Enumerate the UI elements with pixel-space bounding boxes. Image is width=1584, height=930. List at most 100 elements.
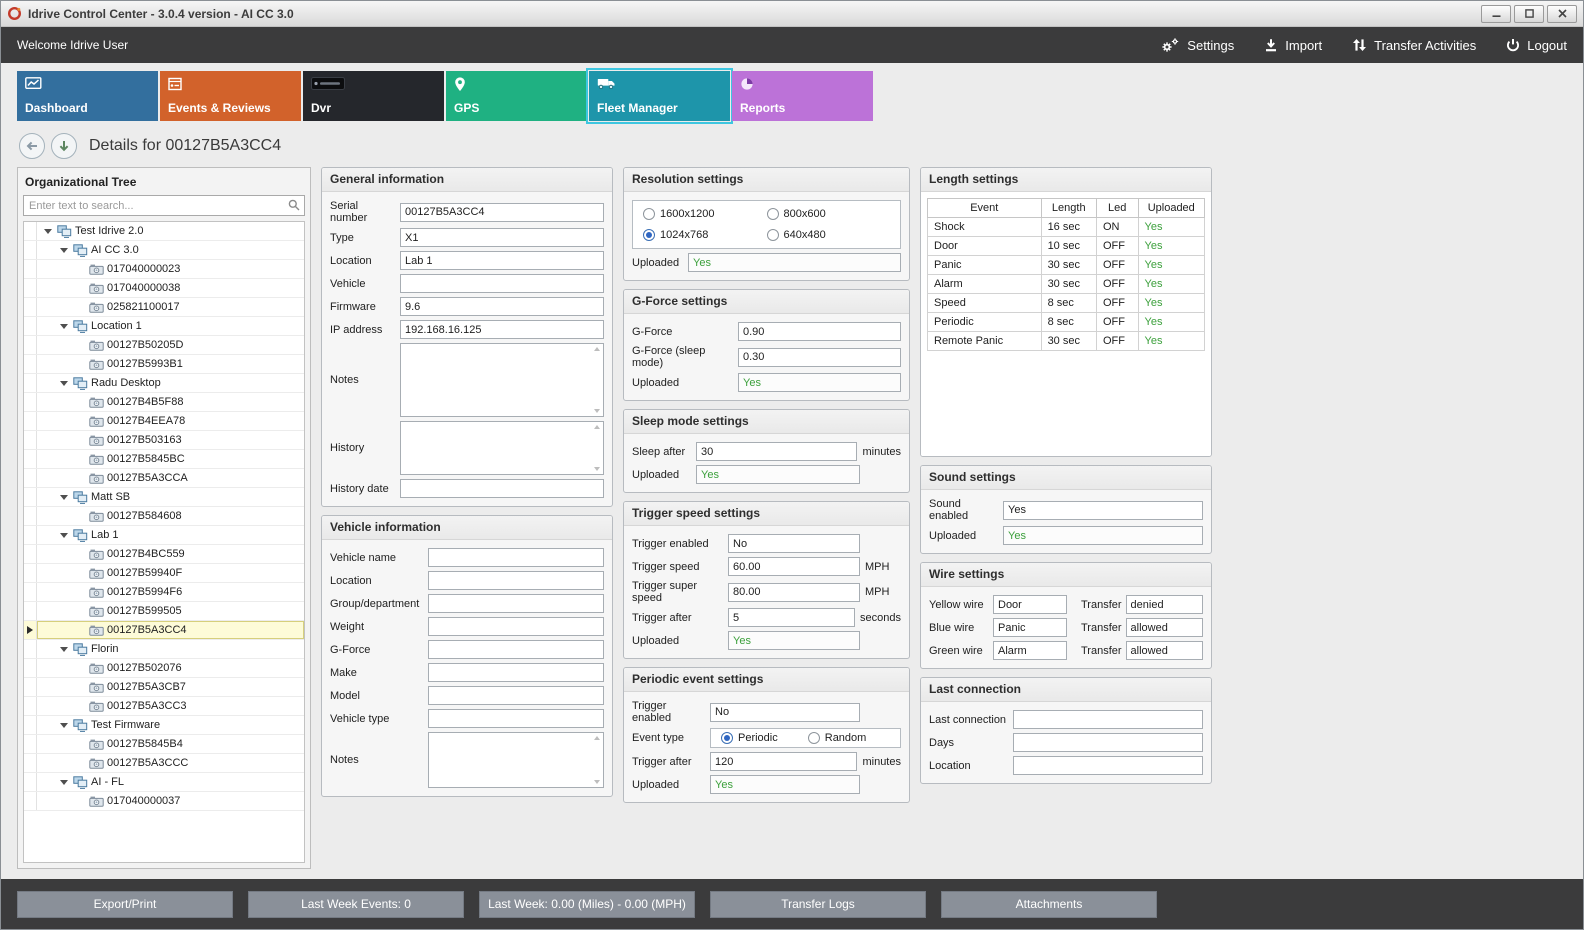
radio-640x480[interactable]	[766, 229, 779, 241]
table-cell[interactable]: ON	[1095, 217, 1139, 237]
tree-node-00127b5994f6[interactable]: 00127B5994F6	[24, 583, 304, 602]
field-serial-number-input[interactable]: 00127B5A3CC4	[400, 202, 604, 222]
expand-arrow-icon[interactable]	[57, 779, 70, 785]
field-vehicle-name-input[interactable]	[428, 548, 604, 567]
tab-fleet-manager[interactable]: Fleet Manager	[586, 68, 733, 124]
table-cell[interactable]: Alarm	[927, 274, 1042, 294]
tree-node-00127b5845b4[interactable]: 00127B5845B4	[24, 735, 304, 754]
radio-option-640x480[interactable]: 640x480	[766, 229, 891, 241]
last-week-miles-button[interactable]: Last Week: 0.00 (Miles) - 0.00 (MPH)	[479, 890, 695, 918]
export-print-button[interactable]: Export/Print	[17, 890, 233, 918]
transfer-activities-button[interactable]: Transfer Activities	[1352, 38, 1476, 53]
radio-random[interactable]	[807, 732, 820, 744]
field-blue-wire-transfer-input[interactable]: allowed	[1125, 618, 1203, 637]
field-g-force-input[interactable]: 0.90	[738, 322, 901, 341]
tree-node-017040000037[interactable]: 017040000037	[24, 792, 304, 811]
table-cell[interactable]: OFF	[1095, 255, 1139, 275]
expand-arrow-icon[interactable]	[57, 247, 70, 253]
field-g-force-input[interactable]	[428, 640, 604, 659]
radio-1600x1200[interactable]	[643, 208, 655, 220]
tree-node-00127b599505[interactable]: 00127B599505	[24, 602, 304, 621]
tab-dashboard[interactable]: Dashboard	[17, 71, 158, 121]
expand-arrow-icon[interactable]	[41, 228, 54, 234]
table-cell[interactable]: Periodic	[927, 312, 1042, 332]
field-uploaded-input[interactable]: Yes	[1003, 526, 1203, 545]
tree-node-test-idrive-2-0[interactable]: Test Idrive 2.0	[24, 222, 304, 241]
tree-node-025821100017[interactable]: 025821100017	[24, 298, 304, 317]
table-row-periodic[interactable]: Periodic 8 sec OFF Yes	[927, 312, 1205, 332]
tree-node-00127b4eea78[interactable]: 00127B4EEA78	[24, 412, 304, 431]
field-vehicle-type-input[interactable]	[428, 709, 604, 728]
table-cell[interactable]: Yes	[1137, 293, 1205, 313]
table-cell[interactable]: Speed	[927, 293, 1042, 313]
back-button[interactable]	[19, 133, 45, 159]
table-row-door[interactable]: Door 10 sec OFF Yes	[927, 236, 1205, 256]
table-cell[interactable]: Panic	[927, 255, 1042, 275]
transfer-logs-button[interactable]: Transfer Logs	[710, 890, 926, 918]
field-uploaded-input[interactable]: Yes	[696, 465, 860, 484]
tree-node-00127b502076[interactable]: 00127B502076	[24, 659, 304, 678]
field-sound-enabled-input[interactable]: Yes	[1003, 500, 1203, 520]
field-location-input[interactable]: Lab 1	[400, 251, 604, 270]
radio-option-1600x1200[interactable]: 1600x1200	[643, 208, 767, 220]
table-cell[interactable]: 16 sec	[1040, 217, 1097, 237]
field-location-input[interactable]	[428, 571, 604, 590]
tree-node-00127b5a3cb7[interactable]: 00127B5A3CB7	[24, 678, 304, 697]
table-cell[interactable]: Yes	[1137, 331, 1205, 351]
tree-node-00127b584608[interactable]: 00127B584608	[24, 507, 304, 526]
tree-node-00127b5a3ccc[interactable]: 00127B5A3CCC	[24, 754, 304, 773]
table-cell[interactable]: OFF	[1095, 331, 1139, 351]
tree-node-00127b5993b1[interactable]: 00127B5993B1	[24, 355, 304, 374]
tab-gps[interactable]: GPS	[446, 71, 587, 121]
tree-search-input[interactable]	[23, 195, 305, 216]
radio-option-random[interactable]: Random	[807, 732, 866, 744]
field-yellow-wire-transfer-input[interactable]: denied	[1125, 595, 1203, 614]
expand-arrow-icon[interactable]	[57, 494, 70, 500]
field-yellow-wire-input[interactable]: Door	[993, 595, 1067, 614]
tree-node-00127b4bc559[interactable]: 00127B4BC559	[24, 545, 304, 564]
table-cell[interactable]: Yes	[1137, 236, 1205, 256]
field-g-force-sleep-mode-input[interactable]: 0.30	[738, 347, 901, 367]
tree-node-00127b5a3cc4[interactable]: 00127B5A3CC4	[24, 621, 304, 640]
field-trigger-enabled-input[interactable]: No	[710, 702, 860, 722]
field-uploaded-input[interactable]: Yes	[738, 373, 901, 392]
tab-dvr[interactable]: Dvr	[303, 71, 444, 121]
table-row-alarm[interactable]: Alarm 30 sec OFF Yes	[927, 274, 1205, 294]
field-vehicle-input[interactable]	[400, 274, 604, 293]
field-green-wire-input[interactable]: Alarm	[993, 641, 1067, 660]
expand-arrow-icon[interactable]	[57, 323, 70, 329]
tree-node-matt-sb[interactable]: Matt SB	[24, 488, 304, 507]
field-green-wire-transfer-input[interactable]: allowed	[1125, 641, 1203, 660]
table-cell[interactable]: Shock	[927, 217, 1042, 237]
tree-node-00127b5845bc[interactable]: 00127B5845BC	[24, 450, 304, 469]
close-button[interactable]	[1547, 4, 1577, 23]
table-row-remote-panic[interactable]: Remote Panic 30 sec OFF Yes	[927, 331, 1205, 351]
tree-node-00127b4b5f88[interactable]: 00127B4B5F88	[24, 393, 304, 412]
settings-button[interactable]: Settings	[1160, 37, 1234, 53]
download-button[interactable]	[51, 133, 77, 159]
radio-periodic[interactable]	[721, 732, 733, 744]
field-trigger-after-input[interactable]: 120	[710, 752, 858, 771]
table-cell[interactable]: Yes	[1137, 217, 1205, 237]
table-row-shock[interactable]: Shock 16 sec ON Yes	[927, 217, 1205, 237]
field-last-connection-input[interactable]	[1013, 710, 1203, 729]
expand-arrow-icon[interactable]	[57, 722, 70, 728]
field-firmware-input[interactable]: 9.6	[400, 297, 604, 316]
tree-node-lab-1[interactable]: Lab 1	[24, 526, 304, 545]
tree-node-location-1[interactable]: Location 1	[24, 317, 304, 336]
field-history-date-input[interactable]	[400, 479, 604, 498]
tree-node-00127b503163[interactable]: 00127B503163	[24, 431, 304, 450]
field-model-input[interactable]	[428, 686, 604, 705]
table-cell[interactable]: Yes	[1137, 274, 1205, 294]
table-cell[interactable]: 30 sec	[1040, 331, 1097, 351]
tree-node-ai-fl[interactable]: AI - FL	[24, 773, 304, 792]
field-blue-wire-input[interactable]: Panic	[993, 618, 1067, 637]
field-trigger-super-speed-input[interactable]: 80.00	[728, 582, 860, 602]
tab-events-reviews[interactable]: Events & Reviews	[160, 71, 301, 121]
field-uploaded-input[interactable]: Yes	[728, 631, 860, 650]
maximize-button[interactable]	[1514, 4, 1544, 23]
minimize-button[interactable]	[1481, 4, 1511, 23]
tree-node-test-firmware[interactable]: Test Firmware	[24, 716, 304, 735]
field-days-input[interactable]	[1013, 733, 1203, 752]
table-cell[interactable]: 30 sec	[1040, 274, 1097, 294]
